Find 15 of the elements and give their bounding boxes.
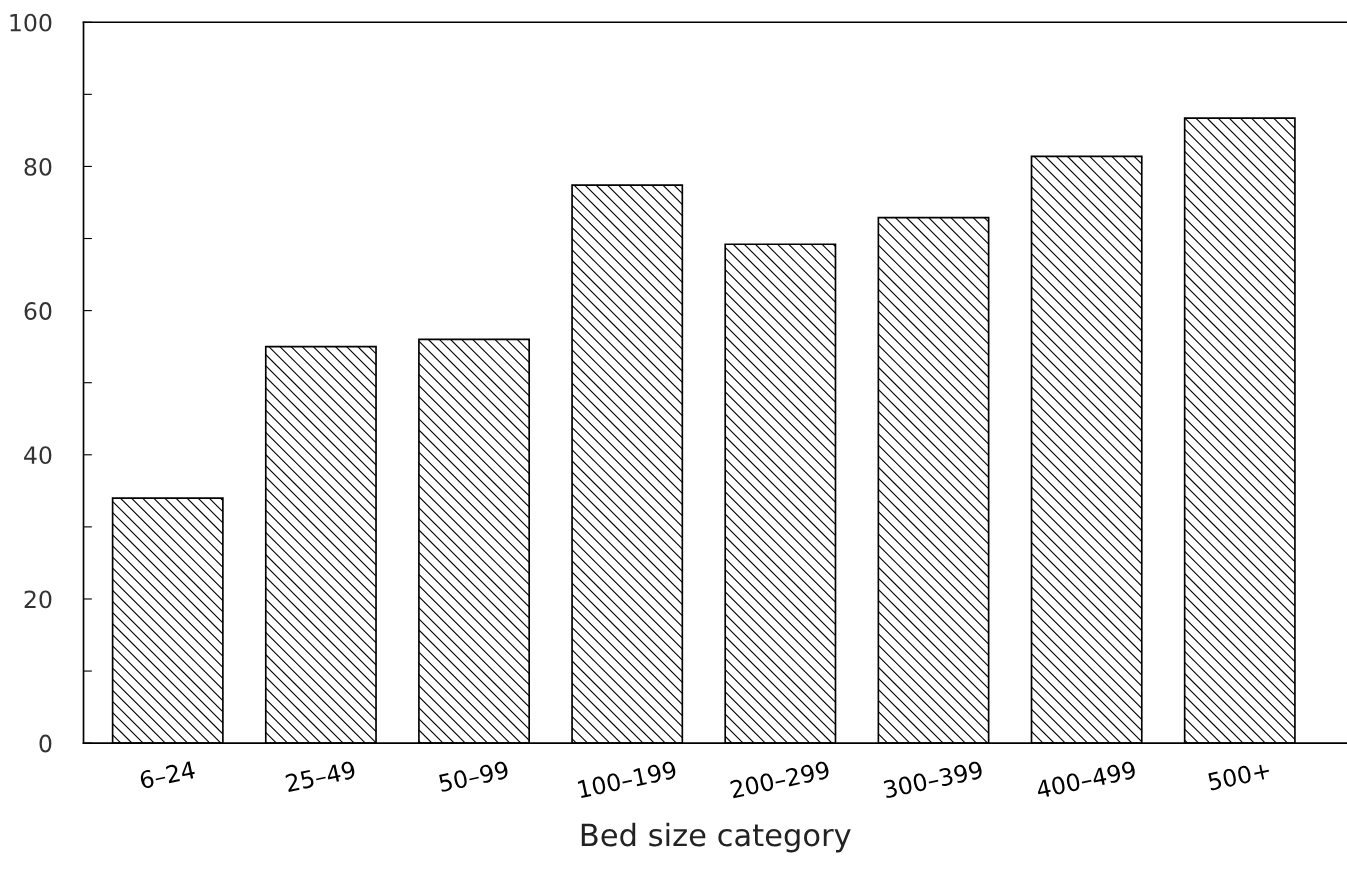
y-tick-label: 0 [39,734,52,753]
y-tick-label: 100 [10,13,52,32]
x-tick-label: 200–299 [729,760,830,799]
x-tick-label: 500+ [1207,760,1271,791]
x-tick-label: 6–24 [139,760,196,790]
y-tick-label: 40 [24,446,52,465]
x-tick-label: 300–399 [883,760,984,799]
x-tick-label: 50–99 [438,760,510,793]
y-tick-label: 80 [24,157,52,176]
x-axis-title: Bed size category [581,822,851,853]
x-tick-label: 400–499 [1035,760,1137,799]
x-tick-label: 25–49 [285,760,356,793]
y-tick-label: 60 [24,302,52,320]
x-tick-label: 100–199 [577,760,677,799]
y-tick-label: 20 [24,590,52,609]
